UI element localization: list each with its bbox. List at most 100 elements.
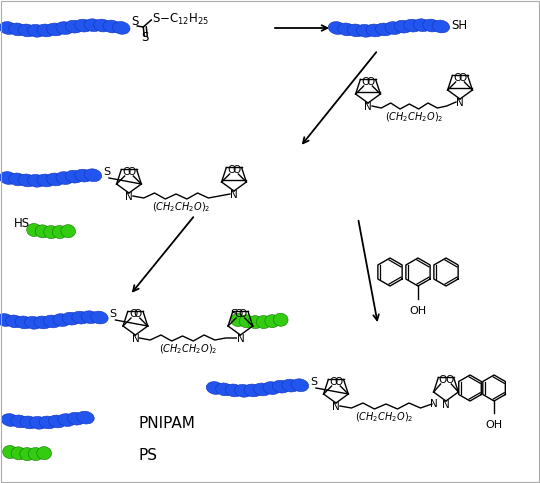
Text: $(CH_2CH_2O)_2$: $(CH_2CH_2O)_2$ — [152, 200, 211, 214]
Text: S: S — [310, 377, 317, 387]
Ellipse shape — [256, 315, 271, 328]
Text: O: O — [334, 377, 342, 387]
Text: N: N — [442, 399, 450, 410]
Ellipse shape — [375, 23, 393, 36]
Text: S$-$C$_{12}$H$_{25}$: S$-$C$_{12}$H$_{25}$ — [152, 12, 210, 27]
Text: O: O — [445, 375, 454, 385]
Ellipse shape — [15, 316, 32, 329]
Ellipse shape — [35, 225, 50, 238]
Text: O: O — [361, 77, 370, 87]
Text: N: N — [230, 189, 238, 199]
Ellipse shape — [18, 24, 36, 37]
Text: SH: SH — [451, 18, 467, 31]
Ellipse shape — [273, 313, 288, 327]
Ellipse shape — [0, 22, 17, 34]
Text: PNIPAM: PNIPAM — [138, 415, 195, 430]
Ellipse shape — [53, 313, 70, 327]
Text: O: O — [129, 309, 137, 319]
Ellipse shape — [11, 415, 28, 428]
Ellipse shape — [34, 316, 51, 329]
Ellipse shape — [18, 174, 36, 187]
Ellipse shape — [81, 311, 99, 324]
Text: O: O — [329, 377, 338, 387]
Ellipse shape — [75, 169, 92, 182]
Ellipse shape — [356, 25, 374, 37]
Ellipse shape — [0, 171, 17, 185]
Ellipse shape — [43, 315, 61, 328]
Ellipse shape — [61, 225, 76, 238]
Ellipse shape — [265, 314, 280, 327]
Ellipse shape — [291, 379, 309, 392]
Ellipse shape — [20, 416, 38, 429]
Text: N: N — [332, 401, 340, 412]
Ellipse shape — [328, 22, 346, 34]
Text: N: N — [132, 333, 139, 343]
Text: O: O — [438, 375, 447, 385]
Ellipse shape — [413, 19, 431, 31]
Ellipse shape — [244, 384, 261, 397]
Ellipse shape — [84, 169, 102, 182]
Ellipse shape — [75, 19, 92, 32]
Text: S: S — [141, 31, 149, 44]
Ellipse shape — [56, 171, 73, 185]
Ellipse shape — [11, 447, 26, 460]
Text: N: N — [364, 101, 372, 112]
Ellipse shape — [225, 384, 242, 397]
Ellipse shape — [366, 24, 383, 37]
Ellipse shape — [239, 315, 254, 328]
Ellipse shape — [9, 23, 26, 36]
Text: O: O — [133, 309, 142, 319]
Ellipse shape — [9, 173, 26, 186]
Text: S: S — [230, 309, 237, 319]
Ellipse shape — [39, 416, 57, 429]
Ellipse shape — [56, 22, 73, 34]
Ellipse shape — [385, 22, 402, 34]
Ellipse shape — [91, 311, 108, 324]
Text: HS: HS — [14, 217, 30, 230]
Ellipse shape — [26, 224, 42, 237]
Text: N: N — [237, 333, 244, 343]
Ellipse shape — [338, 23, 355, 36]
Ellipse shape — [1, 413, 19, 426]
Text: O: O — [232, 165, 240, 175]
Ellipse shape — [84, 19, 102, 31]
Ellipse shape — [0, 313, 14, 327]
Ellipse shape — [52, 226, 67, 239]
Text: O: O — [454, 73, 462, 83]
Ellipse shape — [394, 20, 412, 33]
Ellipse shape — [248, 315, 262, 328]
Ellipse shape — [20, 448, 35, 461]
Ellipse shape — [215, 383, 233, 396]
Text: N: N — [430, 399, 438, 409]
Text: PS: PS — [138, 448, 157, 463]
Ellipse shape — [46, 23, 64, 36]
Ellipse shape — [206, 382, 224, 395]
Ellipse shape — [6, 315, 23, 328]
Ellipse shape — [46, 173, 64, 186]
Ellipse shape — [28, 25, 45, 37]
Ellipse shape — [37, 447, 51, 460]
Ellipse shape — [65, 20, 83, 33]
Ellipse shape — [234, 384, 252, 397]
Text: O: O — [458, 73, 467, 83]
Text: O: O — [366, 77, 374, 87]
Ellipse shape — [93, 19, 111, 32]
Ellipse shape — [404, 19, 421, 32]
Ellipse shape — [253, 383, 271, 396]
Text: OH: OH — [485, 420, 503, 430]
Ellipse shape — [65, 170, 83, 183]
Ellipse shape — [77, 411, 94, 424]
Ellipse shape — [37, 24, 55, 37]
Text: $(CH_2CH_2O)_2$: $(CH_2CH_2O)_2$ — [355, 410, 413, 424]
Text: $(CH_2CH_2O)_2$: $(CH_2CH_2O)_2$ — [159, 342, 217, 356]
Text: S: S — [103, 167, 110, 177]
Ellipse shape — [432, 20, 450, 33]
Ellipse shape — [68, 412, 85, 425]
Ellipse shape — [72, 311, 89, 324]
Ellipse shape — [423, 19, 440, 32]
Ellipse shape — [263, 382, 280, 395]
Ellipse shape — [28, 174, 45, 187]
Ellipse shape — [62, 313, 80, 325]
Ellipse shape — [37, 174, 55, 187]
Text: $(CH_2CH_2O)_2$: $(CH_2CH_2O)_2$ — [385, 110, 443, 124]
